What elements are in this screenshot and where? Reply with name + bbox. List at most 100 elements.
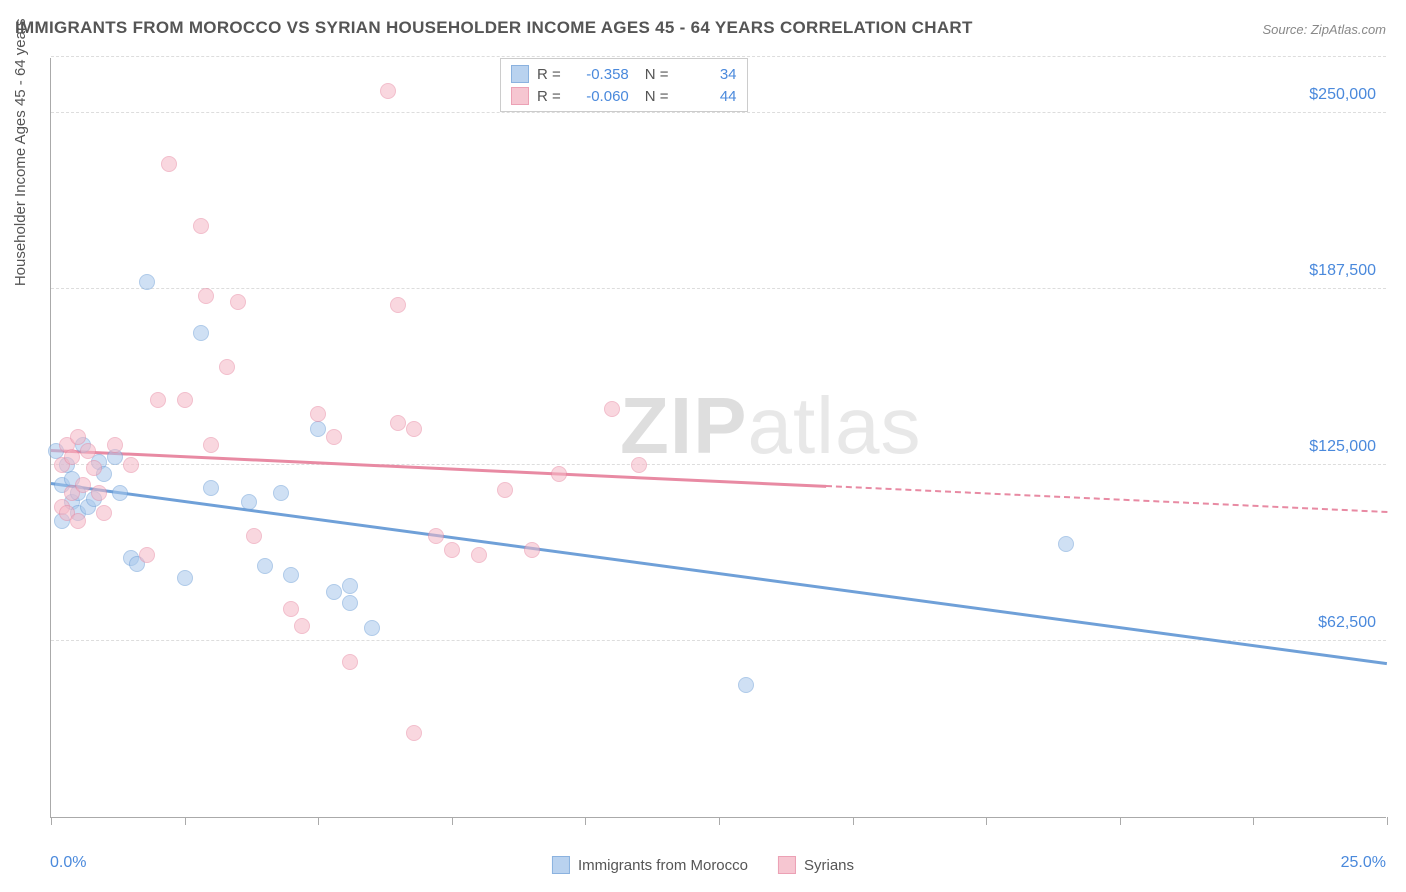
x-tick	[1120, 817, 1121, 825]
data-point	[273, 485, 289, 501]
data-point	[241, 494, 257, 510]
data-point	[364, 620, 380, 636]
data-point	[193, 218, 209, 234]
legend-row: R = -0.358 N = 34	[511, 63, 737, 85]
data-point	[86, 460, 102, 476]
data-point	[390, 415, 406, 431]
legend-n-label: N =	[645, 88, 669, 105]
data-point	[342, 595, 358, 611]
data-point	[112, 485, 128, 501]
x-tick	[51, 817, 52, 825]
data-point	[198, 288, 214, 304]
legend-n-label: N =	[645, 66, 669, 83]
data-point	[406, 725, 422, 741]
x-tick	[318, 817, 319, 825]
y-tick-label: $250,000	[1309, 86, 1376, 104]
data-point	[1058, 536, 1074, 552]
data-point	[150, 392, 166, 408]
x-axis-min-label: 0.0%	[50, 854, 86, 872]
series-legend-item: Immigrants from Morocco	[552, 856, 748, 874]
data-point	[177, 570, 193, 586]
data-point	[283, 601, 299, 617]
gridline	[51, 464, 1386, 465]
x-tick	[185, 817, 186, 825]
data-point	[91, 485, 107, 501]
legend-swatch	[511, 87, 529, 105]
y-tick-label: $125,000	[1309, 438, 1376, 456]
data-point	[75, 477, 91, 493]
x-tick	[452, 817, 453, 825]
gridline	[51, 640, 1386, 641]
data-point	[80, 443, 96, 459]
data-point	[294, 618, 310, 634]
source-label: Source: ZipAtlas.com	[1262, 22, 1386, 37]
x-tick	[1253, 817, 1254, 825]
data-point	[193, 325, 209, 341]
x-tick	[853, 817, 854, 825]
data-point	[139, 274, 155, 290]
legend-r-label: R =	[537, 66, 561, 83]
series-name: Immigrants from Morocco	[578, 857, 748, 874]
data-point	[161, 156, 177, 172]
data-point	[203, 437, 219, 453]
x-tick	[585, 817, 586, 825]
series-legend-item: Syrians	[778, 856, 854, 874]
data-point	[406, 421, 422, 437]
data-point	[444, 542, 460, 558]
gridline	[51, 288, 1386, 289]
data-point	[70, 513, 86, 529]
data-point	[326, 429, 342, 445]
legend-n-value: 44	[677, 88, 737, 105]
data-point	[310, 406, 326, 422]
x-tick	[986, 817, 987, 825]
data-point	[64, 449, 80, 465]
y-tick-label: $62,500	[1318, 614, 1376, 632]
x-tick	[719, 817, 720, 825]
data-point	[342, 654, 358, 670]
legend-swatch	[552, 856, 570, 874]
data-point	[123, 457, 139, 473]
legend-r-value: -0.060	[569, 88, 629, 105]
data-point	[310, 421, 326, 437]
data-point	[342, 578, 358, 594]
data-point	[631, 457, 647, 473]
data-point	[551, 466, 567, 482]
data-point	[219, 359, 235, 375]
data-point	[497, 482, 513, 498]
data-point	[380, 83, 396, 99]
trend-line	[51, 482, 1387, 665]
legend-swatch	[778, 856, 796, 874]
data-point	[283, 567, 299, 583]
series-legend: Immigrants from Morocco Syrians	[552, 856, 854, 874]
data-point	[390, 297, 406, 313]
data-point	[326, 584, 342, 600]
data-point	[96, 505, 112, 521]
series-name: Syrians	[804, 857, 854, 874]
data-point	[604, 401, 620, 417]
data-point	[203, 480, 219, 496]
chart-title: IMMIGRANTS FROM MOROCCO VS SYRIAN HOUSEH…	[15, 18, 973, 38]
legend-r-value: -0.358	[569, 66, 629, 83]
trend-line-dashed	[826, 485, 1387, 513]
y-tick-label: $187,500	[1309, 262, 1376, 280]
data-point	[177, 392, 193, 408]
gridline	[51, 56, 1386, 57]
data-point	[107, 437, 123, 453]
correlation-legend: R = -0.358 N = 34 R = -0.060 N = 44	[500, 58, 748, 112]
legend-n-value: 34	[677, 66, 737, 83]
data-point	[70, 429, 86, 445]
data-point	[471, 547, 487, 563]
data-point	[428, 528, 444, 544]
x-axis-max-label: 25.0%	[1341, 854, 1386, 872]
chart-plot-area: $62,500 $125,000 $187,500 $250,000	[50, 58, 1386, 818]
trend-line	[51, 449, 826, 487]
x-tick	[1387, 817, 1388, 825]
y-axis-label: Householder Income Ages 45 - 64 years	[12, 19, 29, 287]
legend-row: R = -0.060 N = 44	[511, 85, 737, 107]
data-point	[257, 558, 273, 574]
data-point	[246, 528, 262, 544]
legend-swatch	[511, 65, 529, 83]
data-point	[738, 677, 754, 693]
data-point	[139, 547, 155, 563]
legend-r-label: R =	[537, 88, 561, 105]
